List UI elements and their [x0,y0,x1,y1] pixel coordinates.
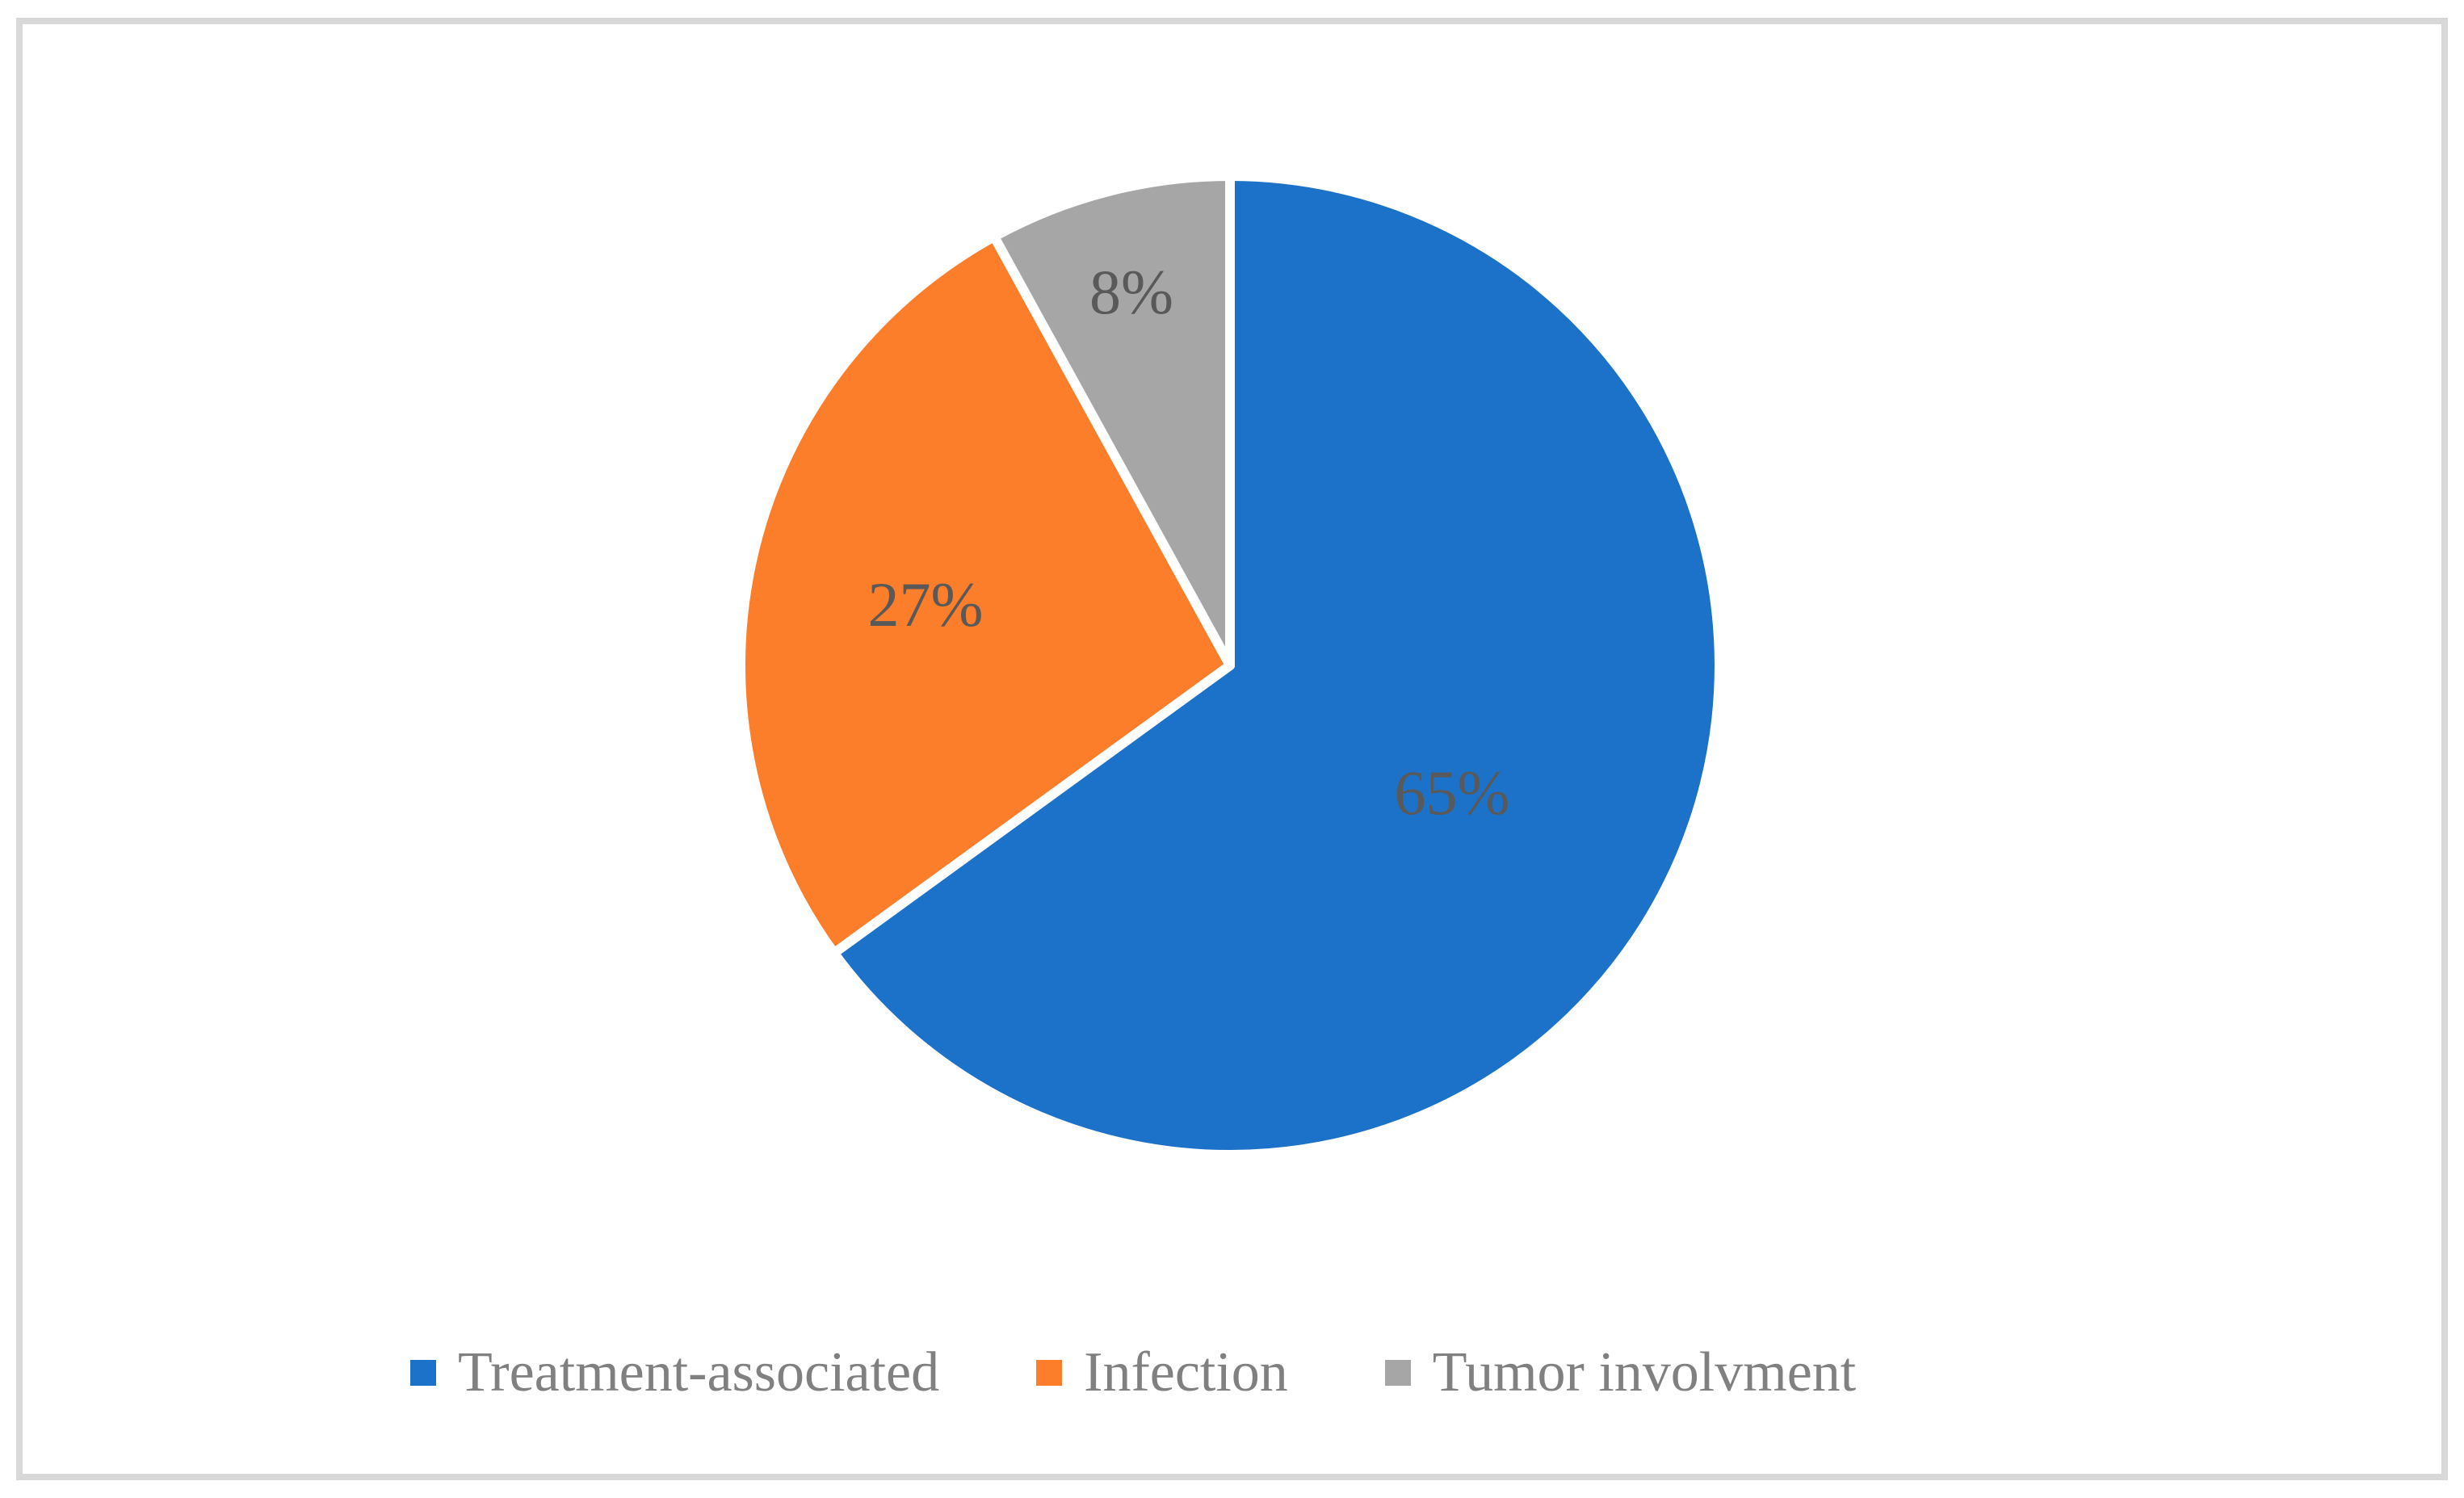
legend-item-treatment-associated: Treatment-associated [410,1345,939,1401]
legend-item-infection: Infection [1036,1345,1288,1401]
pie-slice-treatment-associated [829,171,1724,1160]
pie-slice-tumor-involvment [989,171,1235,670]
pie-slice-infection [735,232,1235,959]
slice-label-infection: 27% [867,569,984,640]
chart-border-frame [16,18,2448,1480]
legend-label-treatment-associated: Treatment-associated [458,1341,940,1404]
slice-label-tumor-involvment: 8% [1089,257,1173,327]
slice-label-treatment-associated: 65% [1394,757,1510,828]
legend-color-swatch-tumor-involvment [1384,1360,1411,1386]
chart-legend: Treatment-associated Infection Tumor inv… [410,1334,1856,1412]
legend-color-swatch-treatment-associated [410,1360,436,1386]
legend-label-tumor-involvment: Tumor involvment [1432,1341,1857,1404]
legend-label-infection: Infection [1084,1341,1288,1404]
legend-item-tumor-involvment: Tumor involvment [1384,1341,1857,1404]
legend-color-swatch-infection [1036,1360,1063,1386]
